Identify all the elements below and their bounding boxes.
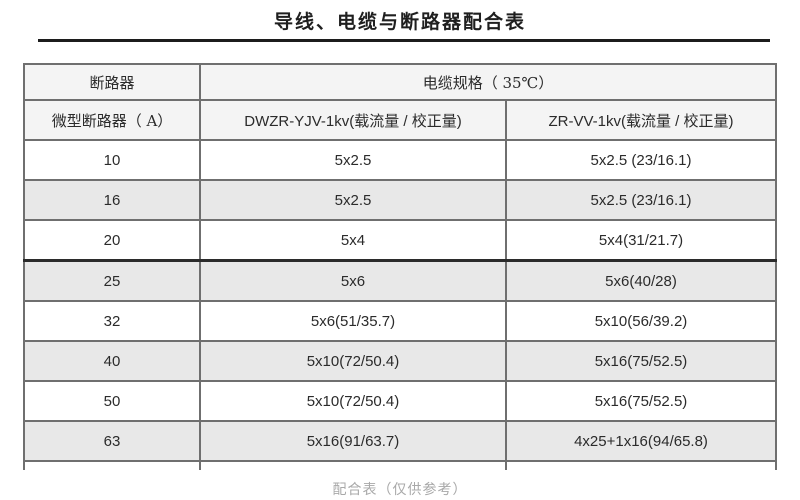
header-cable-spec: 电缆规格（ 35℃） (198, 63, 777, 101)
cell-breaker-rating: 25 (23, 259, 201, 302)
table-header: 断路器 电缆规格（ 35℃） 微型断路器（ A） DWZR-YJV-1kv(载流… (23, 63, 777, 141)
table-row: 10 5x2.5 5x2.5 (23/16.1) (23, 139, 777, 181)
table-cell (23, 460, 201, 470)
table-partial-row-group (23, 460, 777, 470)
header-breaker: 断路器 (23, 63, 201, 101)
cell-dwzr-yjv-value: 5x6 (199, 259, 507, 302)
cell-zr-vv-value: 5x6(40/28) (504, 259, 777, 302)
cell-breaker-rating: 63 (23, 420, 201, 462)
header-row-2: 微型断路器（ A） DWZR-YJV-1kv(载流量 / 校正量) ZR-VV-… (23, 99, 777, 141)
cell-zr-vv-value: 5x16(75/52.5) (504, 340, 777, 382)
table-cell (504, 460, 777, 470)
table-container: 断路器 电缆规格（ 35℃） 微型断路器（ A） DWZR-YJV-1kv(载流… (23, 63, 777, 470)
table-row-partial (23, 460, 777, 470)
table-caption: 配合表（仅供参考） (332, 481, 468, 497)
header-zr-vv: ZR-VV-1kv(载流量 / 校正量) (504, 99, 777, 141)
cell-dwzr-yjv-value: 5x2.5 (199, 139, 507, 181)
cell-dwzr-yjv-value: 5x4 (199, 219, 507, 262)
cell-breaker-rating: 32 (23, 300, 201, 342)
header-mini-breaker: 微型断路器（ A） (23, 99, 201, 141)
cell-breaker-rating: 50 (23, 380, 201, 422)
table-body: 10 5x2.5 5x2.5 (23/16.1) 16 5x2.5 5x2.5 … (23, 139, 777, 462)
cell-dwzr-yjv-value: 5x16(91/63.7) (199, 420, 507, 462)
cell-breaker-rating: 20 (23, 219, 201, 262)
cell-zr-vv-value: 5x2.5 (23/16.1) (504, 179, 777, 221)
cell-zr-vv-value: 5x16(75/52.5) (504, 380, 777, 422)
cell-breaker-rating: 10 (23, 139, 201, 181)
cell-dwzr-yjv-value: 5x6(51/35.7) (199, 300, 507, 342)
table-row: 25 5x6 5x6(40/28) (23, 259, 777, 302)
table-cell (199, 460, 507, 470)
table-row: 50 5x10(72/50.4) 5x16(75/52.5) (23, 380, 777, 422)
page-title: 导线、电缆与断路器配合表 (273, 11, 526, 33)
breaker-cable-table: 断路器 电缆规格（ 35℃） 微型断路器（ A） DWZR-YJV-1kv(载流… (23, 63, 777, 470)
cell-breaker-rating: 40 (23, 340, 201, 382)
cell-dwzr-yjv-value: 5x10(72/50.4) (199, 340, 507, 382)
header-row-1: 断路器 电缆规格（ 35℃） (23, 63, 777, 101)
cell-dwzr-yjv-value: 5x10(72/50.4) (199, 380, 507, 422)
table-row: 32 5x6(51/35.7) 5x10(56/39.2) (23, 300, 777, 342)
table-row: 16 5x2.5 5x2.5 (23/16.1) (23, 179, 777, 221)
header-dwzr-yjv: DWZR-YJV-1kv(载流量 / 校正量) (199, 99, 507, 141)
cell-zr-vv-value: 5x2.5 (23/16.1) (504, 139, 777, 181)
table-row: 20 5x4 5x4(31/21.7) (23, 219, 777, 262)
cell-zr-vv-value: 5x4(31/21.7) (504, 219, 777, 262)
cell-zr-vv-value: 4x25+1x16(94/65.8) (504, 420, 777, 462)
cell-zr-vv-value: 5x10(56/39.2) (504, 300, 777, 342)
title-underline (38, 39, 770, 42)
cell-breaker-rating: 16 (23, 179, 201, 221)
cell-dwzr-yjv-value: 5x2.5 (199, 179, 507, 221)
table-row: 40 5x10(72/50.4) 5x16(75/52.5) (23, 340, 777, 382)
table-row: 63 5x16(91/63.7) 4x25+1x16(94/65.8) (23, 420, 777, 462)
